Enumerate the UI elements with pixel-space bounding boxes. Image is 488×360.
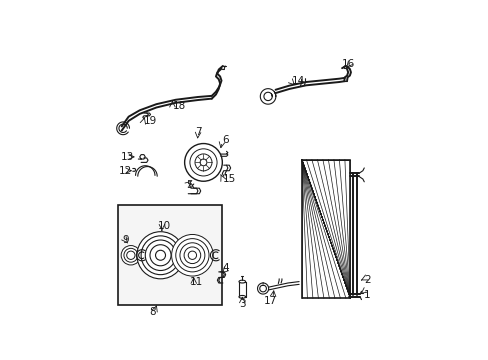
- Text: 12: 12: [119, 166, 132, 176]
- Text: 14: 14: [291, 76, 304, 86]
- Ellipse shape: [239, 280, 245, 283]
- Text: 17: 17: [263, 296, 276, 306]
- Circle shape: [175, 239, 208, 272]
- Circle shape: [155, 250, 165, 260]
- Text: 10: 10: [158, 221, 170, 231]
- Circle shape: [184, 144, 222, 181]
- Circle shape: [123, 248, 138, 262]
- Ellipse shape: [239, 296, 245, 298]
- Circle shape: [150, 245, 171, 266]
- Text: 5: 5: [185, 180, 192, 190]
- Circle shape: [200, 159, 206, 166]
- Text: 2: 2: [364, 275, 370, 285]
- Text: 4: 4: [222, 263, 228, 273]
- Circle shape: [344, 66, 346, 68]
- Bar: [117, 205, 221, 305]
- Text: 11: 11: [189, 276, 203, 287]
- Circle shape: [180, 243, 204, 268]
- Circle shape: [145, 240, 175, 270]
- Text: 13: 13: [120, 152, 133, 162]
- Text: 3: 3: [239, 299, 245, 309]
- Text: 9: 9: [122, 235, 129, 245]
- Text: 19: 19: [143, 116, 157, 126]
- Circle shape: [189, 149, 217, 176]
- Text: 8: 8: [148, 307, 155, 317]
- Circle shape: [183, 247, 200, 264]
- Circle shape: [126, 251, 135, 260]
- Circle shape: [188, 251, 196, 260]
- Text: 18: 18: [172, 101, 185, 111]
- Circle shape: [137, 232, 183, 279]
- Bar: [301, 159, 350, 298]
- Text: 6: 6: [222, 135, 228, 145]
- Text: 1: 1: [364, 291, 370, 301]
- Text: 16: 16: [341, 59, 354, 69]
- Ellipse shape: [192, 150, 209, 172]
- Text: 15: 15: [222, 174, 235, 184]
- Circle shape: [195, 154, 211, 171]
- Circle shape: [171, 234, 213, 276]
- Text: 7: 7: [194, 127, 201, 138]
- Circle shape: [121, 246, 140, 265]
- Circle shape: [141, 236, 180, 275]
- Bar: [301, 159, 350, 298]
- Ellipse shape: [190, 147, 211, 175]
